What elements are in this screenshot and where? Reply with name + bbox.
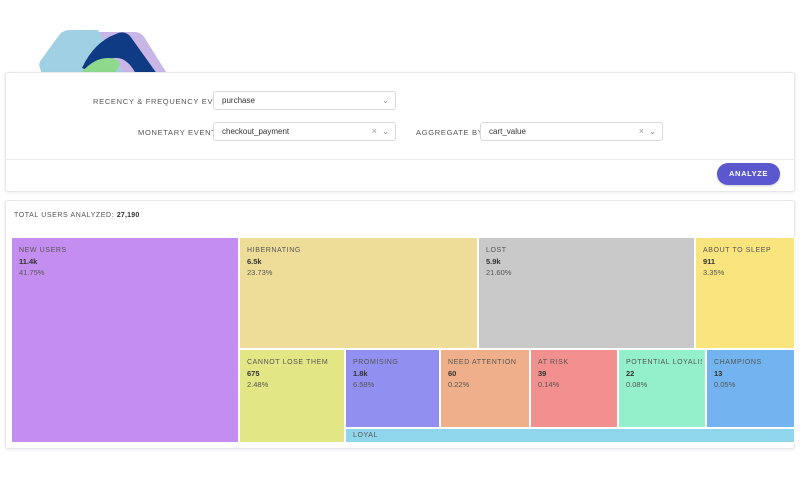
clear-icon[interactable]: × — [371, 126, 377, 136]
monetary-event-value: checkout_payment — [222, 127, 290, 136]
segment-percent: 0.05% — [714, 380, 736, 389]
segment-count: 6.5k — [247, 257, 262, 266]
segment-name: POTENTIAL LOYALIS... — [626, 359, 702, 366]
segment-count: 11.4k — [19, 257, 38, 266]
segment-percent: 23.73% — [247, 268, 273, 277]
segment-hibernating[interactable]: HIBERNATING 6.5k 23.73% — [239, 237, 478, 349]
segment-percent: 0.08% — [626, 380, 648, 389]
segment-cannot-lose-them[interactable]: CANNOT LOSE THEM 675 2.48% — [239, 349, 345, 443]
chevron-down-icon[interactable]: ⌄ — [649, 127, 656, 136]
segment-name: CHAMPIONS — [714, 359, 762, 366]
recency-frequency-select[interactable]: purchase ⌄ — [213, 91, 396, 110]
total-users-value: 27,190 — [116, 212, 140, 219]
segment-count: 911 — [703, 257, 716, 266]
results-panel: TOTAL USERS ANALYZED: 27,190 NEW USERS 1… — [5, 200, 795, 449]
segment-at-risk[interactable]: AT RISK 39 0.14% — [530, 349, 618, 428]
segment-name: LOST — [486, 247, 507, 254]
segment-count: 5.9k — [486, 257, 501, 266]
segment-count: 1.8k — [353, 369, 368, 378]
segment-percent: 0.22% — [448, 380, 470, 389]
analyze-button[interactable]: ANALYZE — [717, 163, 780, 185]
monetary-event-label: MONETARY EVENT — [138, 128, 217, 137]
chevron-down-icon[interactable]: ⌄ — [382, 127, 389, 136]
total-users-label: TOTAL USERS ANALYZED: — [14, 212, 115, 219]
segment-percent: 6.58% — [353, 380, 375, 389]
segment-need-attention[interactable]: NEED ATTENTION 60 0.22% — [440, 349, 530, 428]
segment-promising[interactable]: PROMISING 1.8k 6.58% — [345, 349, 440, 428]
segment-lost[interactable]: LOST 5.9k 21.60% — [478, 237, 695, 349]
aggregate-by-value: cart_value — [489, 127, 526, 136]
segment-name: CANNOT LOSE THEM — [247, 359, 329, 366]
segment-potential-loyalist[interactable]: POTENTIAL LOYALIS... 22 0.08% — [618, 349, 706, 428]
segment-percent: 0.14% — [538, 380, 560, 389]
clear-icon[interactable]: × — [638, 126, 644, 136]
recency-frequency-label: RECENCY & FREQUENCY EVENT — [93, 97, 231, 106]
aggregate-by-label: AGGREGATE BY — [416, 128, 484, 137]
monetary-event-select[interactable]: checkout_payment × ⌄ — [213, 122, 396, 141]
segment-name: PROMISING — [353, 359, 399, 366]
segment-count: 13 — [714, 369, 723, 378]
segment-count: 39 — [538, 369, 547, 378]
segment-percent: 21.60% — [486, 268, 512, 277]
segment-treemap: NEW USERS 11.4k 41.75% HIBERNATING 6.5k … — [11, 237, 795, 443]
segment-percent: 3.35% — [703, 268, 725, 277]
filter-panel: RECENCY & FREQUENCY EVENT purchase ⌄ MON… — [5, 72, 795, 192]
segment-count: 675 — [247, 369, 260, 378]
segment-champions[interactable]: CHAMPIONS 13 0.05% — [706, 349, 795, 428]
segment-about-to-sleep[interactable]: ABOUT TO SLEEP 911 3.35% — [695, 237, 795, 349]
segment-name: AT RISK — [538, 359, 569, 366]
recency-frequency-value: purchase — [222, 96, 255, 105]
total-users-analyzed: TOTAL USERS ANALYZED: 27,190 — [14, 212, 139, 219]
segment-name: ABOUT TO SLEEP — [703, 247, 772, 254]
segment-name: HIBERNATING — [247, 247, 301, 254]
segment-count: 22 — [626, 369, 635, 378]
divider — [6, 159, 794, 160]
segment-percent: 2.48% — [247, 380, 269, 389]
chevron-down-icon[interactable]: ⌄ — [382, 96, 389, 105]
segment-name: NEED ATTENTION — [448, 359, 517, 366]
segment-name: NEW USERS — [19, 247, 67, 254]
segment-loyal[interactable]: LOYAL — [345, 428, 795, 443]
segment-count: 60 — [448, 369, 457, 378]
aggregate-by-select[interactable]: cart_value × ⌄ — [480, 122, 663, 141]
segment-percent: 41.75% — [19, 268, 45, 277]
segment-new-users[interactable]: NEW USERS 11.4k 41.75% — [11, 237, 239, 443]
segment-name: LOYAL — [353, 432, 379, 439]
